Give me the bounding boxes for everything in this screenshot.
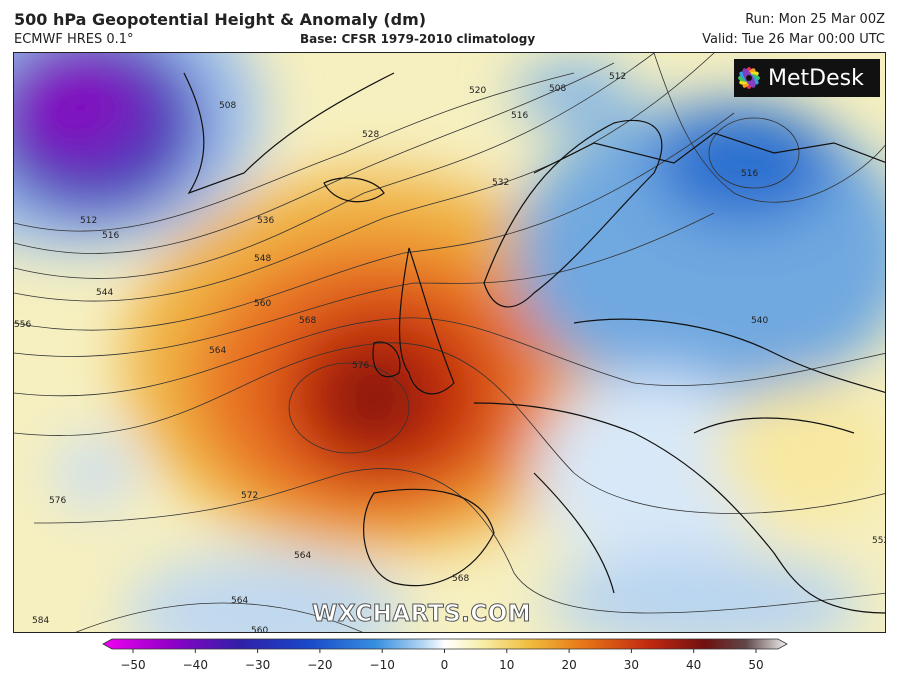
svg-text:556: 556 [14, 320, 31, 330]
svg-text:564: 564 [209, 346, 226, 356]
colorbar-tick-label: 40 [686, 658, 701, 672]
climatology-base: Base: CFSR 1979-2010 climatology [300, 32, 536, 46]
anomaly-colorbar: −50 −40 −30 −20 −10 0 10 20 30 40 50 [102, 638, 788, 672]
wxcharts-watermark: WXCHARTS.COM [311, 601, 532, 628]
svg-text:576: 576 [49, 496, 66, 506]
svg-text:516: 516 [511, 111, 528, 121]
colorbar-tick-label: −30 [245, 658, 270, 672]
svg-text:516: 516 [102, 231, 119, 241]
svg-text:536: 536 [257, 216, 274, 226]
svg-text:552: 552 [872, 536, 886, 546]
anomaly-map: 508 512 516 520 516 508 512 516 528 532 … [13, 52, 886, 633]
colorbar-tick-label: 50 [748, 658, 763, 672]
svg-text:564: 564 [231, 596, 248, 606]
metdesk-flower-logo-icon [738, 67, 760, 89]
svg-text:560: 560 [251, 626, 268, 633]
svg-text:568: 568 [299, 316, 316, 326]
colorbar-tick-label: −20 [307, 658, 332, 672]
svg-text:512: 512 [609, 72, 626, 82]
svg-text:508: 508 [219, 101, 236, 111]
svg-text:572: 572 [241, 491, 258, 501]
svg-text:576: 576 [352, 361, 369, 371]
colorbar-tick-label: 10 [499, 658, 514, 672]
svg-text:508: 508 [549, 84, 566, 94]
svg-text:560: 560 [254, 299, 271, 309]
svg-text:532: 532 [492, 178, 509, 188]
metdesk-logo-text: MetDesk [768, 65, 864, 91]
svg-text:520: 520 [469, 86, 486, 96]
svg-text:540: 540 [751, 316, 768, 326]
run-time: Run: Mon 25 Mar 00Z [745, 12, 885, 27]
svg-text:512: 512 [80, 216, 97, 226]
colorbar-tick-label: −50 [120, 658, 145, 672]
colorbar-tick-label: 20 [561, 658, 576, 672]
valid-time: Valid: Tue 26 Mar 00:00 UTC [702, 32, 885, 47]
svg-text:548: 548 [254, 254, 271, 264]
colorbar-tick-label: 30 [624, 658, 639, 672]
svg-text:544: 544 [96, 288, 113, 298]
svg-text:584: 584 [32, 616, 49, 626]
colorbar-tick-label: −40 [183, 658, 208, 672]
svg-text:564: 564 [294, 551, 311, 561]
metdesk-logo: MetDesk [734, 59, 880, 97]
svg-text:528: 528 [362, 130, 379, 140]
colorbar-tick-label: 0 [441, 658, 449, 672]
model-subtitle: ECMWF HRES 0.1° [14, 32, 134, 47]
svg-text:516: 516 [741, 169, 758, 179]
svg-text:568: 568 [452, 574, 469, 584]
colorbar-tick-label: −10 [370, 658, 395, 672]
map-title: 500 hPa Geopotential Height & Anomaly (d… [14, 10, 427, 29]
